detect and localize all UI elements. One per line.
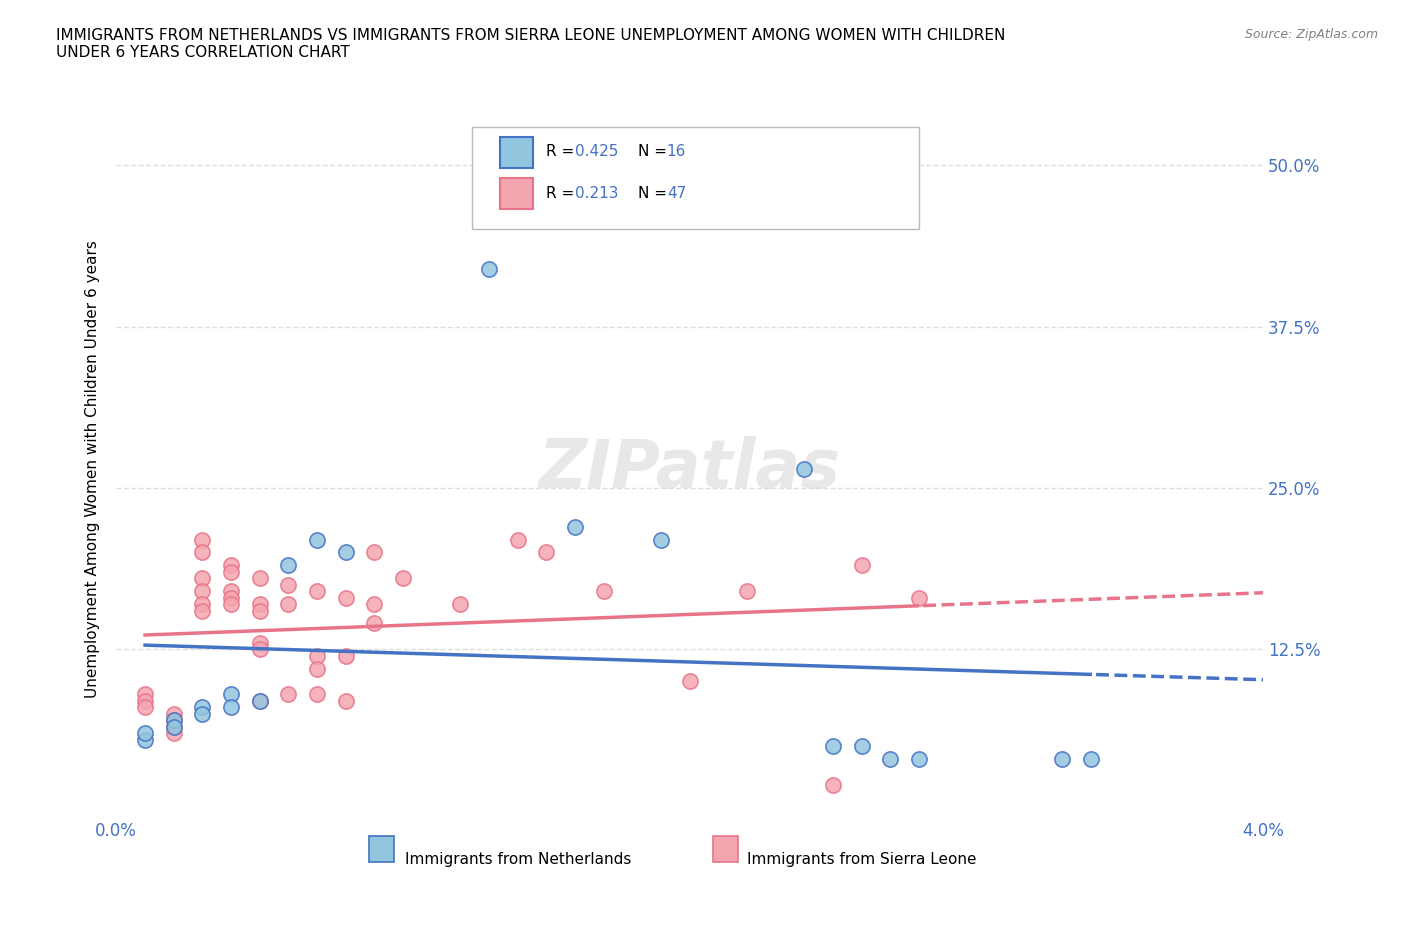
Point — [219, 597, 242, 612]
Point — [162, 725, 184, 740]
Point — [1052, 751, 1074, 766]
Text: R =: R = — [547, 144, 579, 159]
Point — [219, 565, 242, 579]
Point — [162, 712, 184, 727]
Point — [305, 648, 328, 663]
Point — [823, 738, 845, 753]
Text: R =: R = — [547, 186, 585, 201]
Point — [335, 545, 357, 560]
Point — [679, 674, 702, 689]
Point — [305, 687, 328, 702]
Point — [191, 545, 214, 560]
Point — [134, 694, 156, 709]
Point — [277, 558, 299, 573]
Text: IMMIGRANTS FROM NETHERLANDS VS IMMIGRANTS FROM SIERRA LEONE UNEMPLOYMENT AMONG W: IMMIGRANTS FROM NETHERLANDS VS IMMIGRANT… — [56, 28, 1005, 60]
Point — [162, 719, 184, 734]
Point — [249, 603, 271, 618]
Text: 16: 16 — [666, 144, 686, 159]
FancyBboxPatch shape — [368, 836, 394, 862]
FancyBboxPatch shape — [713, 836, 738, 862]
Point — [908, 591, 931, 605]
Point — [191, 597, 214, 612]
Point — [363, 545, 385, 560]
Point — [1080, 751, 1102, 766]
Text: N =: N = — [638, 144, 672, 159]
Point — [249, 642, 271, 657]
Point — [851, 558, 873, 573]
Point — [908, 751, 931, 766]
Point — [162, 712, 184, 727]
Text: Immigrants from Netherlands: Immigrants from Netherlands — [405, 852, 631, 867]
Text: 47: 47 — [666, 186, 686, 201]
Point — [363, 616, 385, 631]
FancyBboxPatch shape — [501, 137, 533, 167]
Point — [823, 777, 845, 792]
Point — [277, 687, 299, 702]
Point — [191, 706, 214, 721]
Text: 0.425: 0.425 — [575, 144, 619, 159]
Point — [305, 661, 328, 676]
Point — [305, 532, 328, 547]
Point — [162, 706, 184, 721]
Point — [851, 738, 873, 753]
Point — [134, 700, 156, 715]
Text: N =: N = — [638, 186, 672, 201]
Point — [536, 545, 558, 560]
Point — [191, 700, 214, 715]
Point — [735, 584, 758, 599]
Point — [305, 584, 328, 599]
Point — [219, 591, 242, 605]
Point — [249, 571, 271, 586]
Point — [191, 603, 214, 618]
Point — [191, 532, 214, 547]
Point — [277, 597, 299, 612]
Text: Source: ZipAtlas.com: Source: ZipAtlas.com — [1244, 28, 1378, 41]
Point — [134, 725, 156, 740]
Point — [134, 732, 156, 747]
Point — [564, 519, 586, 534]
Point — [277, 578, 299, 592]
Text: ZIPatlas: ZIPatlas — [538, 435, 841, 501]
Point — [249, 694, 271, 709]
Point — [879, 751, 901, 766]
Point — [793, 461, 815, 476]
Y-axis label: Unemployment Among Women with Children Under 6 years: Unemployment Among Women with Children U… — [86, 240, 100, 698]
Point — [134, 687, 156, 702]
Point — [335, 591, 357, 605]
Point — [506, 532, 529, 547]
Point — [249, 635, 271, 650]
Point — [191, 584, 214, 599]
Point — [191, 571, 214, 586]
Point — [650, 532, 672, 547]
Point — [219, 700, 242, 715]
Point — [219, 687, 242, 702]
Point — [335, 694, 357, 709]
FancyBboxPatch shape — [501, 178, 533, 208]
Point — [592, 584, 614, 599]
Point — [363, 597, 385, 612]
Text: 0.213: 0.213 — [575, 186, 619, 201]
Text: Immigrants from Sierra Leone: Immigrants from Sierra Leone — [747, 852, 977, 867]
Point — [162, 719, 184, 734]
Point — [249, 597, 271, 612]
Point — [249, 694, 271, 709]
Point — [478, 261, 501, 276]
Point — [219, 584, 242, 599]
Point — [449, 597, 471, 612]
Point — [392, 571, 415, 586]
FancyBboxPatch shape — [472, 126, 920, 229]
Point — [335, 648, 357, 663]
Point — [219, 558, 242, 573]
